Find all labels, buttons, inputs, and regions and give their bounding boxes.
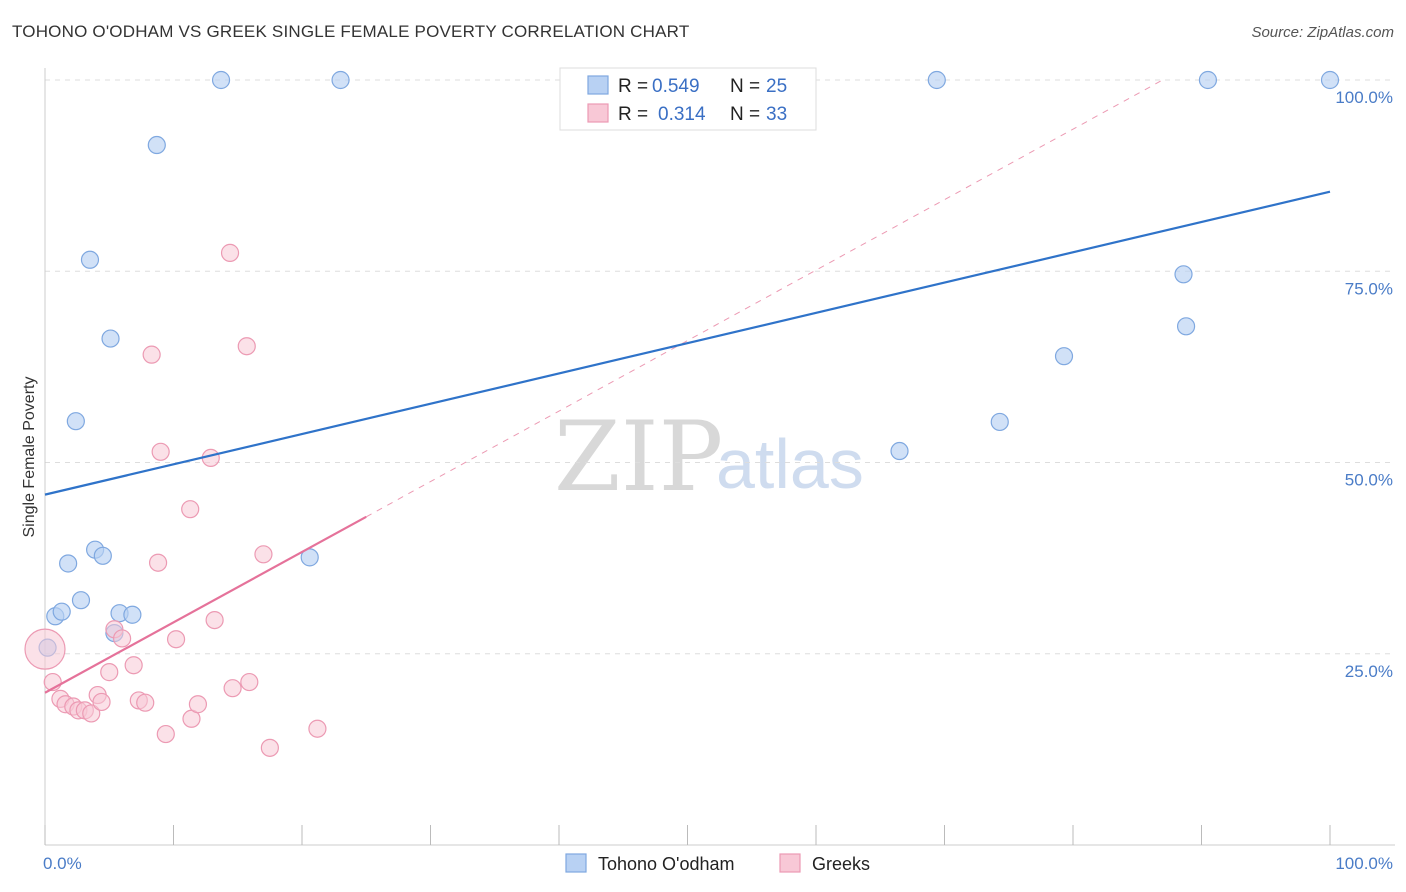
tohono-point-21 bbox=[1174, 265, 1193, 284]
x-tick-label-max: 100.0% bbox=[1335, 854, 1393, 873]
data-points bbox=[24, 70, 1340, 757]
bottom-legend-swatch-greeks bbox=[779, 853, 801, 873]
x-tick-label-min: 0.0% bbox=[43, 854, 82, 873]
tohono-point-12 bbox=[123, 605, 142, 624]
legend-swatch-tohono bbox=[587, 75, 609, 95]
greeks-point-24 bbox=[220, 243, 240, 262]
grid-lines bbox=[45, 79, 1395, 655]
axes bbox=[44, 68, 1395, 846]
trend-lines bbox=[366, 80, 1164, 518]
stats-legend: R = 0.549 N = 25 R = 0.314 N = 33 bbox=[559, 67, 817, 131]
legend-n-label-tohono: N = bbox=[730, 76, 760, 97]
greeks-point-9 bbox=[92, 692, 111, 712]
bottom-legend-swatch-tohono bbox=[565, 853, 587, 873]
chart-title: TOHONO O'ODHAM VS GREEK SINGLE FEMALE PO… bbox=[12, 22, 690, 41]
tohono-point-18 bbox=[927, 70, 946, 90]
tohono-point-5 bbox=[71, 591, 91, 610]
tohono-point-3 bbox=[59, 554, 78, 573]
greeks-trend-line bbox=[44, 515, 367, 694]
greeks-trend-extension bbox=[366, 80, 1164, 518]
greeks-point-16 bbox=[148, 553, 168, 572]
greeks-point-27 bbox=[240, 672, 259, 692]
y-tick-label-100: 100.0% bbox=[1335, 88, 1393, 107]
series-legend: Tohono O'odham Greeks bbox=[565, 853, 870, 874]
watermark-atlas: atlas bbox=[716, 425, 864, 503]
legend-n-value-greeks: 33 bbox=[766, 104, 787, 125]
greeks-point-32 bbox=[156, 724, 175, 744]
greeks-point-25 bbox=[223, 679, 242, 698]
greeks-point-23 bbox=[205, 610, 224, 630]
tohono-point-24 bbox=[1320, 70, 1340, 90]
legend-r-label-greeks: R = bbox=[618, 104, 648, 125]
greeks-point-7 bbox=[82, 704, 101, 723]
greeks-point-30 bbox=[308, 719, 327, 738]
tohono-point-16 bbox=[331, 70, 350, 90]
greeks-point-21 bbox=[188, 695, 208, 714]
greeks-point-31 bbox=[142, 345, 161, 364]
legend-n-value-tohono: 25 bbox=[766, 76, 787, 97]
tohono-point-22 bbox=[1176, 317, 1196, 336]
tohono-point-14 bbox=[211, 70, 231, 90]
greeks-point-19 bbox=[181, 500, 200, 519]
bottom-legend-label-tohono: Tohono O'odham bbox=[598, 854, 735, 874]
tohono-point-23 bbox=[1198, 70, 1218, 90]
tohono-trend-line bbox=[44, 190, 1331, 496]
greeks-point-13 bbox=[124, 656, 143, 675]
greeks-point-12 bbox=[112, 629, 132, 648]
tohono-point-4 bbox=[66, 412, 85, 431]
tohono-point-2 bbox=[52, 602, 71, 621]
y-tick-label-75: 75.0% bbox=[1345, 279, 1393, 298]
greeks-point-29 bbox=[260, 738, 279, 757]
y-tick-label-50: 50.0% bbox=[1345, 471, 1393, 490]
tohono-point-19 bbox=[990, 412, 1009, 432]
legend-swatch-greeks bbox=[587, 103, 609, 123]
source-credit: Source: ZipAtlas.com bbox=[1251, 24, 1394, 41]
tohono-point-20 bbox=[1054, 347, 1074, 366]
greeks-point-15 bbox=[136, 693, 155, 712]
greeks-point-28 bbox=[254, 545, 273, 564]
y-axis-label: Single Female Poverty bbox=[21, 377, 38, 538]
tick-labels: 25.0% 50.0% 75.0% 100.0% 0.0% 100.0% bbox=[43, 88, 1393, 873]
greeks-point-10 bbox=[100, 663, 119, 682]
bottom-legend-label-greeks: Greeks bbox=[812, 854, 870, 874]
greeks-point-18 bbox=[166, 630, 186, 649]
tohono-point-17 bbox=[890, 441, 909, 461]
greeks-point-26 bbox=[237, 337, 256, 356]
greeks-point-17 bbox=[151, 442, 170, 461]
tohono-point-9 bbox=[101, 329, 120, 348]
legend-r-label-tohono: R = bbox=[618, 76, 648, 97]
tohono-point-8 bbox=[93, 546, 112, 565]
y-tick-label-25: 25.0% bbox=[1345, 662, 1393, 681]
legend-r-value-tohono: 0.549 bbox=[652, 76, 700, 97]
tohono-point-6 bbox=[80, 250, 100, 269]
watermark-zip: ZIP bbox=[554, 401, 723, 513]
legend-n-label-greeks: N = bbox=[730, 104, 760, 125]
tohono-point-13 bbox=[147, 135, 166, 155]
legend-r-value-greeks: 0.314 bbox=[658, 104, 706, 125]
greeks-point-0 bbox=[24, 628, 66, 670]
